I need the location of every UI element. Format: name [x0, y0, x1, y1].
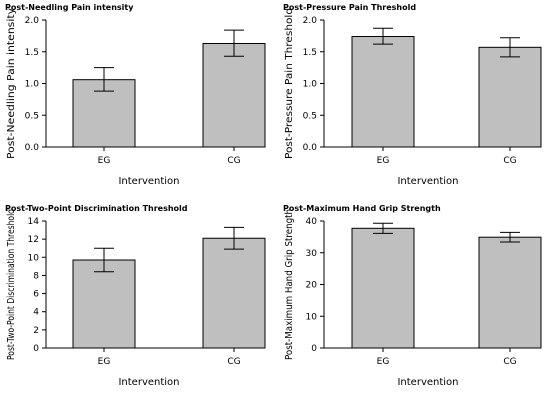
y-tick-label: 2.0: [25, 16, 40, 26]
x-axis-label: Intervention: [397, 377, 458, 388]
y-tick-label: 0: [311, 344, 317, 354]
y-tick-label: 8: [33, 271, 39, 281]
y-tick-label: 14: [28, 217, 40, 227]
x-axis-label: Intervention: [397, 176, 458, 187]
x-tick-label-eg: EG: [98, 357, 111, 367]
x-tick-label-cg: CG: [503, 156, 516, 166]
chart-title-1: Post-Needling Pain intensity: [5, 3, 134, 12]
x-tick-label-eg: EG: [98, 156, 111, 166]
x-axis-label: Intervention: [118, 377, 179, 388]
chart-title-3: Post-Two-Point Discrimination Threshold: [5, 204, 188, 213]
y-tick-label: 0: [33, 344, 39, 354]
y-tick-label: 1.5: [25, 48, 39, 58]
y-tick-label: 0.5: [25, 111, 39, 121]
y-tick-label: 20: [306, 281, 318, 291]
y-tick-label: 4: [33, 308, 39, 318]
y-tick-label: 40: [306, 217, 318, 227]
bar-eg: [72, 259, 136, 349]
y-tick-label: 0.0: [25, 143, 40, 153]
y-tick-label: 6: [33, 290, 39, 300]
y-tick-label: 2: [33, 326, 39, 336]
bar-eg: [351, 36, 415, 148]
bar-cg: [478, 236, 542, 349]
bar-eg: [351, 227, 415, 349]
y-tick-label: 1.0: [25, 80, 40, 90]
x-tick-label-cg: CG: [503, 357, 516, 367]
chart-title-4: Post-Maximum Hand Grip Strength: [283, 204, 441, 213]
y-tick-label: 0.5: [303, 111, 317, 121]
y-tick-label: 0.0: [303, 143, 318, 153]
x-tick-label-cg: CG: [227, 357, 240, 367]
y-axis-label: Post-Needling Pain intensity: [6, 8, 17, 159]
chart-title-2: Post-Pressure Pain Threshold: [283, 3, 416, 12]
y-axis-label: Post-Pressure Pain Threshold: [284, 8, 295, 159]
y-axis-label: Post-Maximum Hand Grip Strength: [284, 209, 295, 360]
bar-cg: [202, 237, 266, 349]
x-tick-label-eg: EG: [377, 357, 390, 367]
y-tick-label: 1.0: [303, 80, 318, 90]
y-tick-label: 1.5: [303, 48, 317, 58]
y-axis-label: Post-Two-Point Discrimination Threshold: [6, 209, 17, 360]
bar-cg: [202, 42, 266, 148]
x-axis-label: Intervention: [118, 176, 179, 187]
bar-cg: [478, 46, 542, 148]
y-tick-label: 10: [306, 312, 318, 322]
y-tick-label: 2.0: [303, 16, 318, 26]
y-tick-label: 12: [28, 235, 39, 245]
y-tick-label: 30: [306, 249, 318, 259]
y-tick-label: 10: [28, 253, 40, 263]
x-tick-label-cg: CG: [227, 156, 240, 166]
x-tick-label-eg: EG: [377, 156, 390, 166]
